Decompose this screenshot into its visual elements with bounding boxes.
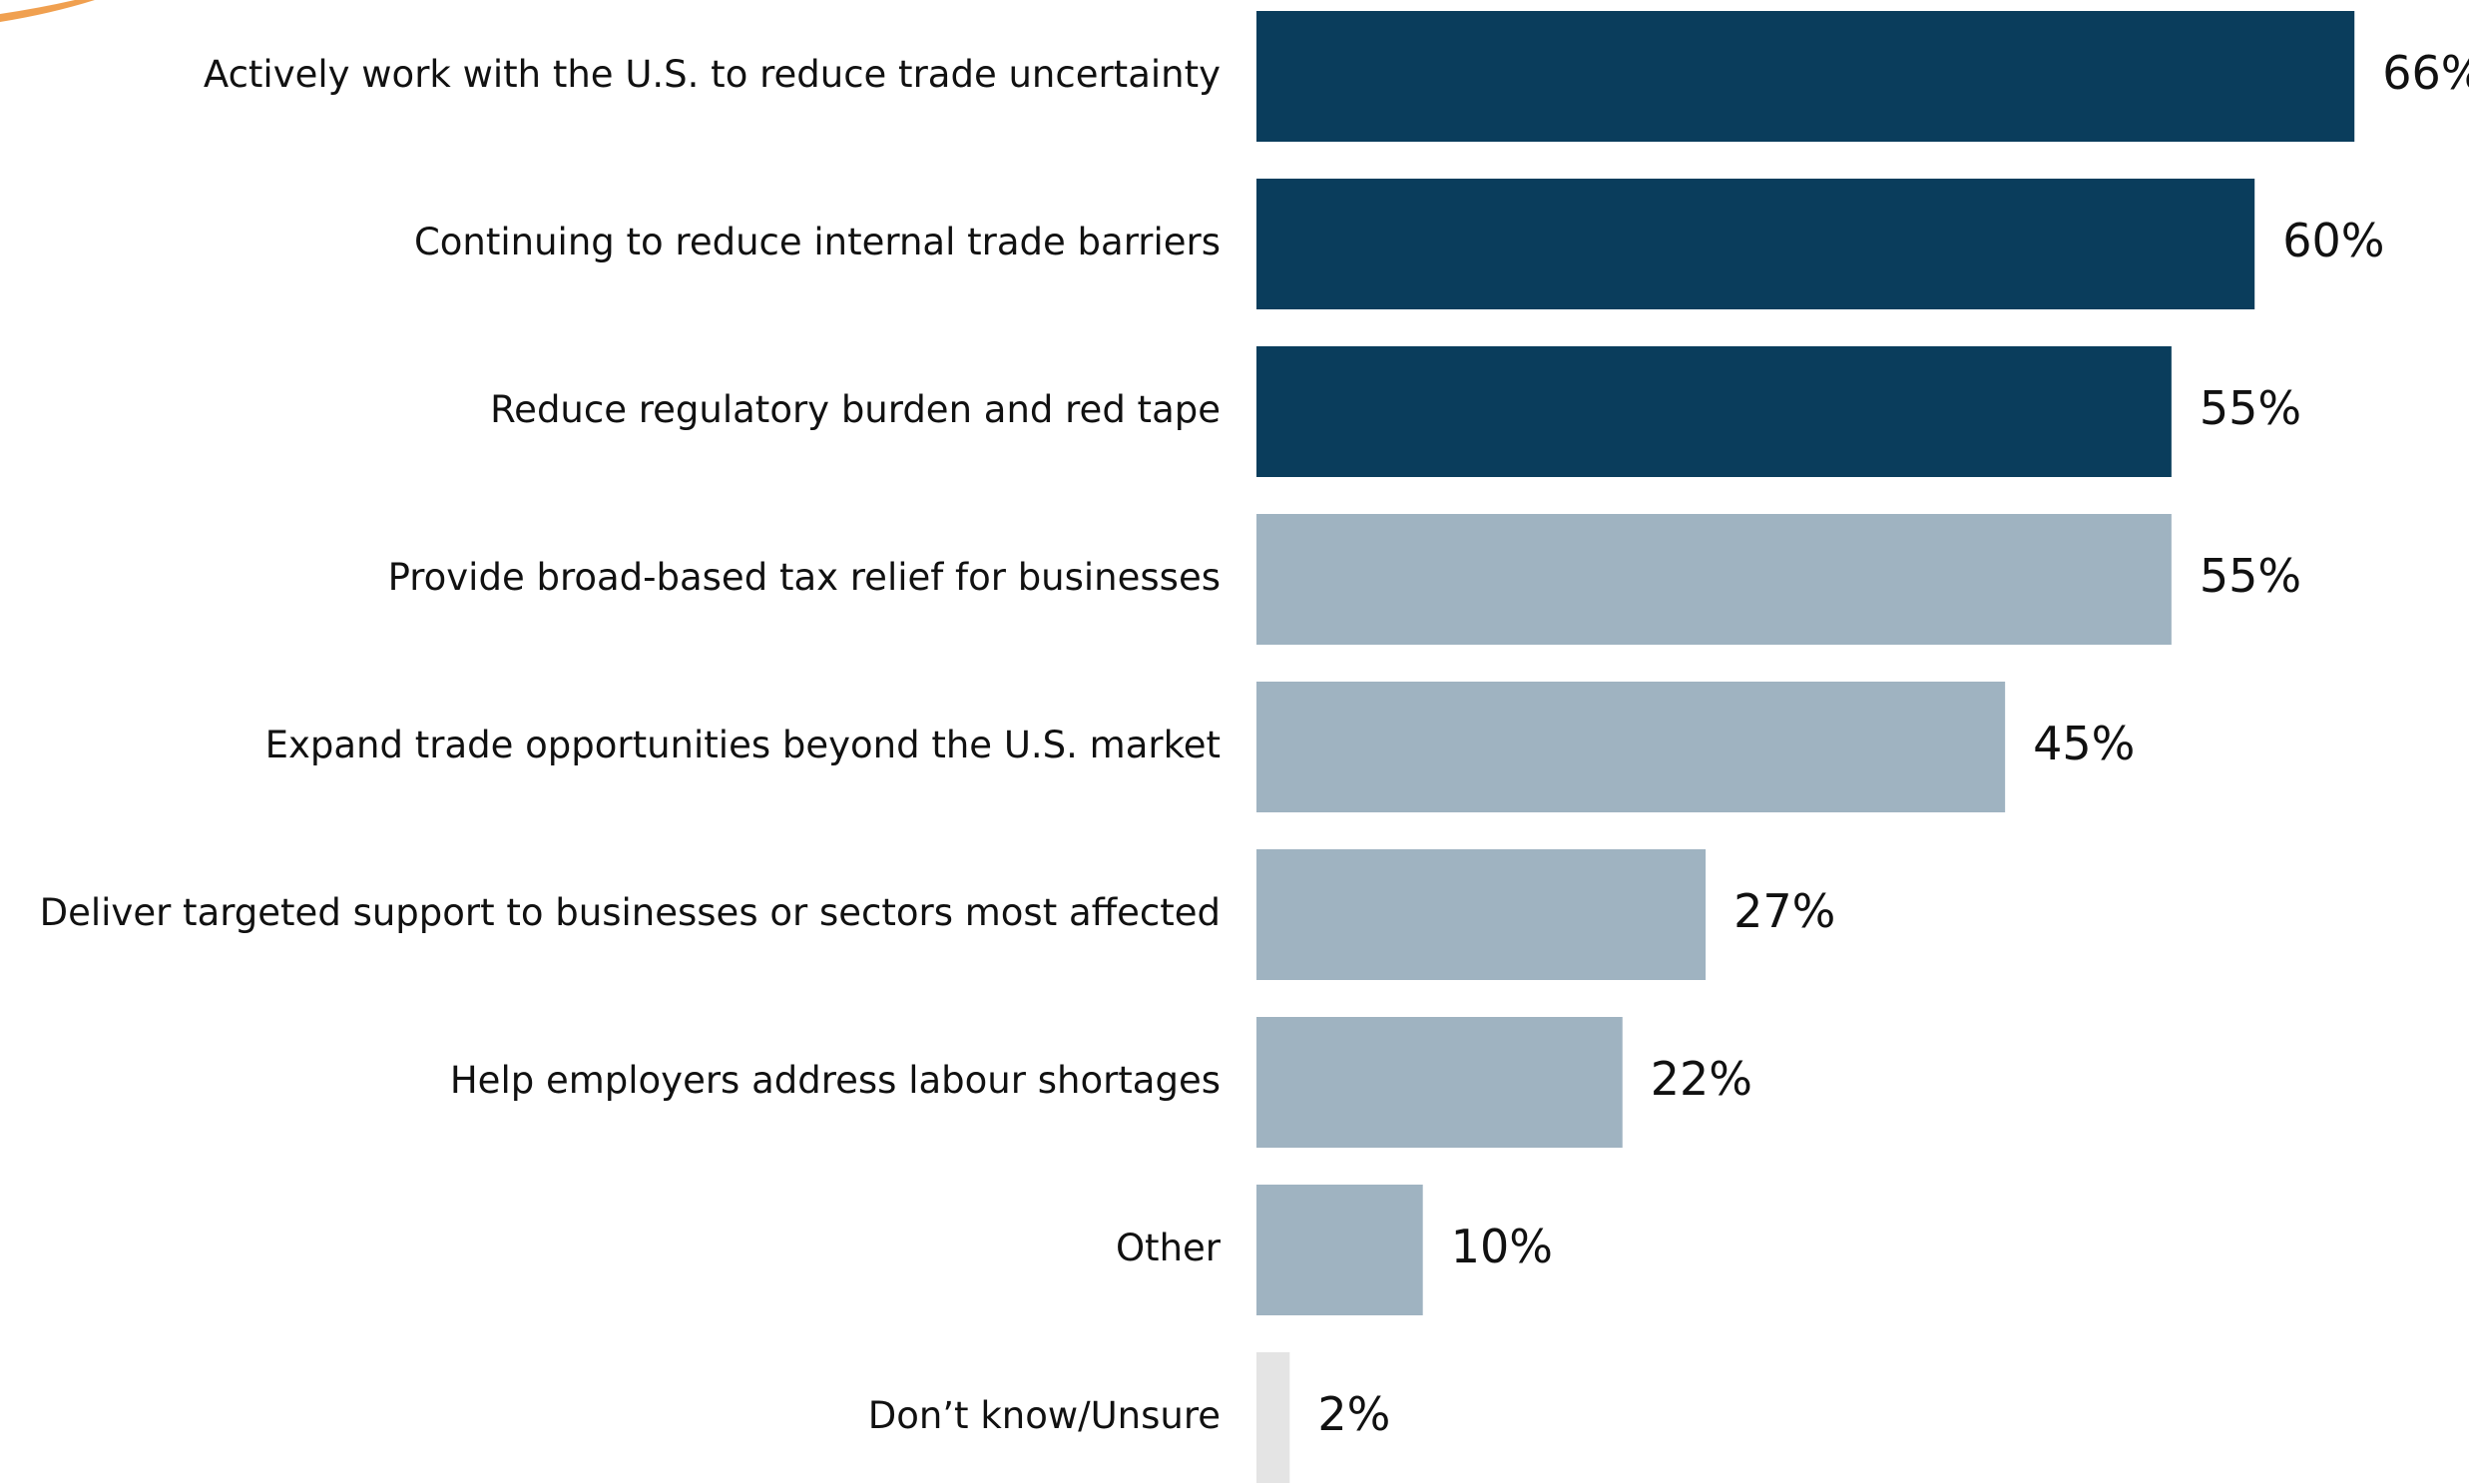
category-label: Don’t know/Unsure xyxy=(868,1394,1221,1437)
value-label: 45% xyxy=(2033,717,2135,770)
value-label: 55% xyxy=(2200,549,2301,603)
bar xyxy=(1256,1185,1423,1315)
category-label: Continuing to reduce internal trade barr… xyxy=(414,221,1221,263)
value-label: 55% xyxy=(2200,381,2301,435)
bar xyxy=(1256,682,2006,812)
value-label: 10% xyxy=(1451,1220,1553,1273)
value-label: 66% xyxy=(2382,46,2469,100)
bar xyxy=(1256,1352,1290,1483)
category-label: Help employers address labour shortages xyxy=(450,1059,1221,1102)
bar xyxy=(1256,849,1707,980)
bar xyxy=(1256,514,2172,645)
category-label: Other xyxy=(1116,1227,1222,1269)
value-label: 27% xyxy=(1733,884,1835,938)
category-label: Provide broad-based tax relief for busin… xyxy=(388,556,1221,599)
value-label: 2% xyxy=(1317,1387,1390,1441)
category-label: Expand trade opportunities beyond the U.… xyxy=(265,724,1221,766)
category-label: Actively work with the U.S. to reduce tr… xyxy=(204,53,1221,96)
bar xyxy=(1256,346,2172,477)
decoration xyxy=(0,0,95,22)
bar xyxy=(1256,179,2255,309)
bar xyxy=(1256,11,2355,142)
bar xyxy=(1256,1017,1623,1148)
category-label: Reduce regulatory burden and red tape xyxy=(490,388,1221,431)
value-label: 22% xyxy=(1651,1052,1752,1106)
value-label: 60% xyxy=(2282,214,2384,267)
category-label: Deliver targeted support to businesses o… xyxy=(40,891,1221,934)
